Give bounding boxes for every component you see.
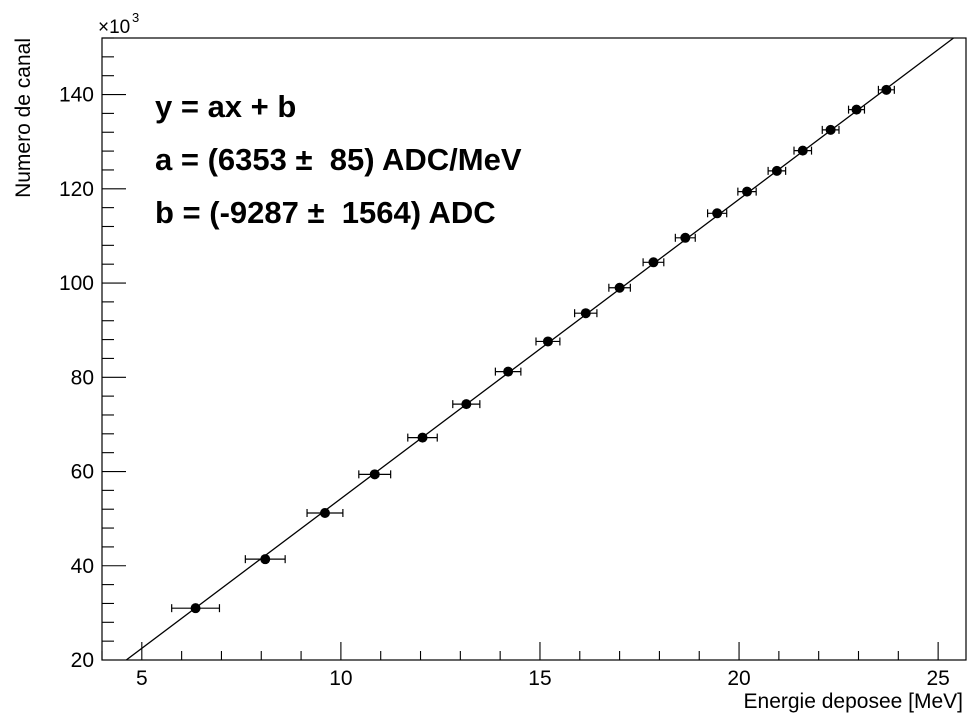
data-marker [319,507,330,518]
y-tick-label: 20 [71,649,94,672]
data-marker [417,432,428,443]
y-axis-multiplier: ×10 [98,17,130,38]
x-tick-label: 5 [136,667,148,690]
data-point [452,399,481,410]
data-marker [260,554,271,565]
data-marker [503,366,514,377]
data-marker [881,84,892,95]
data-marker [614,282,625,293]
y-tick-label: 100 [59,272,94,295]
x-axis-ticks: 5 10 15 20 25 [101,642,950,690]
x-tick-label: 25 [926,667,949,690]
data-marker [648,257,659,268]
y-axis-label: Numero de canal [12,38,35,198]
data-marker [771,165,782,176]
data-point [244,554,286,565]
data-point [535,336,561,347]
data-point [793,145,813,156]
y-tick-label: 40 [71,555,94,578]
y-tick-label: 80 [71,366,94,389]
y-tick-label: 60 [71,461,94,484]
data-point [171,603,221,614]
data-marker [680,232,691,243]
data-point [767,165,787,176]
data-point [574,308,598,319]
data-marker [742,186,753,197]
fit-intercept-value: b = (-9287 ± 1564) ADC [155,195,496,230]
data-marker [580,308,591,319]
data-points [171,84,895,614]
x-tick-label: 15 [528,667,551,690]
x-axis-label: Energie deposee [MeV] [744,690,963,713]
plot-border [101,37,967,661]
data-marker [825,124,836,135]
data-marker [542,336,553,347]
data-point [306,507,344,518]
data-point [877,84,895,95]
data-point [358,469,392,480]
data-point [608,282,631,293]
data-marker [461,399,472,410]
data-point [847,104,866,115]
data-point [821,124,840,135]
fit-slope-value: a = (6353 ± 85) ADC/MeV [155,142,522,177]
fit-equation: y = ax + b [155,89,296,124]
data-point [706,208,728,219]
data-marker [797,145,808,156]
x-tick-label: 20 [727,667,750,690]
y-tick-label: 120 [59,178,94,201]
data-point [737,186,757,197]
y-axis-multiplier-exponent: 3 [132,10,139,25]
data-point [494,366,522,377]
data-marker [190,603,201,614]
y-tick-label: 140 [59,84,94,107]
data-point [407,432,438,443]
x-tick-label: 10 [329,667,352,690]
data-marker [369,469,380,480]
data-marker [712,208,723,219]
plot-frame [101,37,967,661]
data-marker [851,104,862,115]
data-point [642,257,665,268]
y-axis-ticks: 20 40 60 80 100 120 140 [59,37,126,672]
data-point [674,232,696,243]
